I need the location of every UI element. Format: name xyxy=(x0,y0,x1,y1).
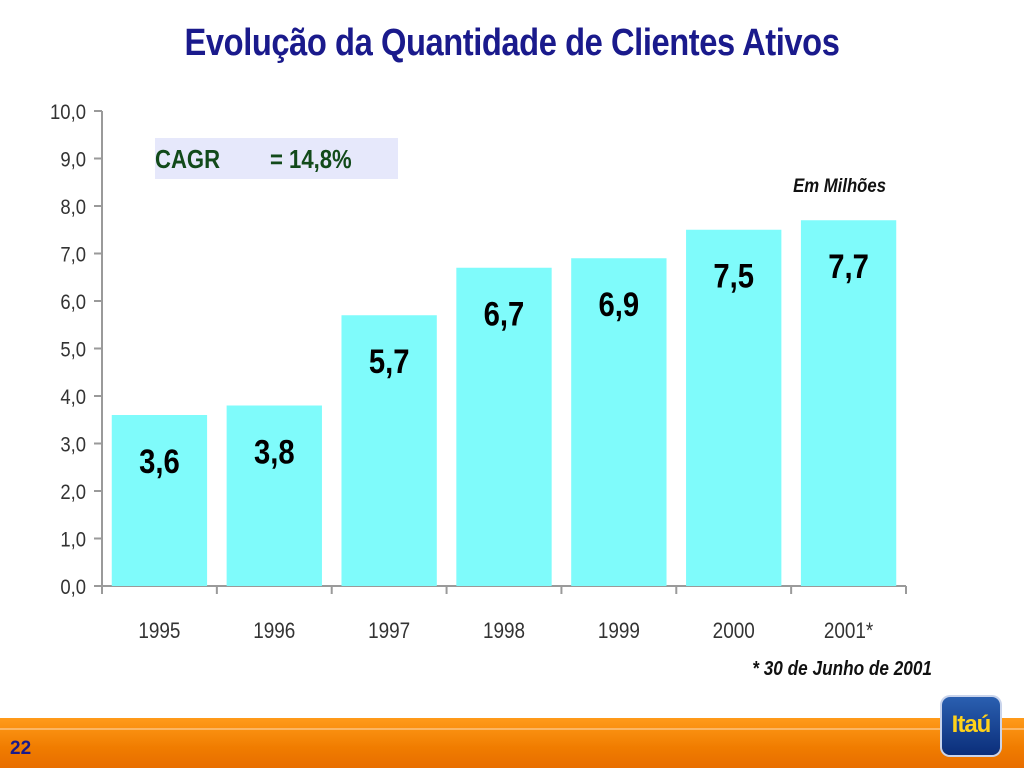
unit-note: Em Milhões xyxy=(793,176,886,197)
y-tick-label: 0,0 xyxy=(60,576,86,599)
bar xyxy=(800,220,897,586)
x-tick-label: 2000 xyxy=(713,619,755,644)
y-tick-label: 5,0 xyxy=(60,338,86,361)
y-tick-label: 2,0 xyxy=(60,481,86,504)
x-tick-label: 2001* xyxy=(824,619,873,644)
itau-logo: Itaú xyxy=(942,697,1000,755)
bar-chart: 0,0 1,0 2,0 3,0 4,0 5,0 6,0 7,0 8,0 9,0 10,0 3,6 199… xyxy=(50,101,907,644)
x-tick-label: 1998 xyxy=(483,619,525,644)
data-label: 7,5 xyxy=(713,257,754,296)
bar xyxy=(226,405,322,586)
y-tick-label: 10,0 xyxy=(50,101,86,124)
bar xyxy=(686,229,782,586)
data-label: 5,7 xyxy=(369,342,410,381)
data-label: 6,7 xyxy=(484,295,525,334)
y-tick-label: 6,0 xyxy=(60,291,86,314)
data-label: 7,7 xyxy=(828,247,869,286)
cagr-value: = 14,8% xyxy=(270,144,352,174)
y-tick-label: 9,0 xyxy=(60,148,86,171)
bar xyxy=(571,258,667,586)
data-label: 6,9 xyxy=(599,285,640,324)
x-tick-label: 1995 xyxy=(138,619,180,644)
y-tick-label: 8,0 xyxy=(60,196,86,219)
cagr-box: CAGR = 14,8% xyxy=(155,138,398,179)
logo-text: Itaú xyxy=(951,711,992,738)
chart-title: Evolução da Quantidade de Clientes Ativo… xyxy=(184,22,840,64)
cagr-label: CAGR xyxy=(155,144,221,174)
y-tick-label: 1,0 xyxy=(60,528,86,551)
footer-band xyxy=(0,718,1024,768)
y-tick-label: 7,0 xyxy=(60,243,86,266)
bar xyxy=(111,415,208,586)
bar xyxy=(341,315,437,586)
y-tick-label: 4,0 xyxy=(60,386,86,409)
y-tick-label: 3,0 xyxy=(60,433,86,456)
data-label: 3,8 xyxy=(254,432,295,471)
page-number: 22 xyxy=(10,738,32,759)
x-tick-label: 1997 xyxy=(368,619,410,644)
footnote: * 30 de Junho de 2001 xyxy=(752,658,932,680)
x-tick-label: 1999 xyxy=(598,619,640,644)
data-label: 3,6 xyxy=(139,442,180,481)
x-tick-label: 1996 xyxy=(253,619,295,644)
bar xyxy=(456,267,552,586)
